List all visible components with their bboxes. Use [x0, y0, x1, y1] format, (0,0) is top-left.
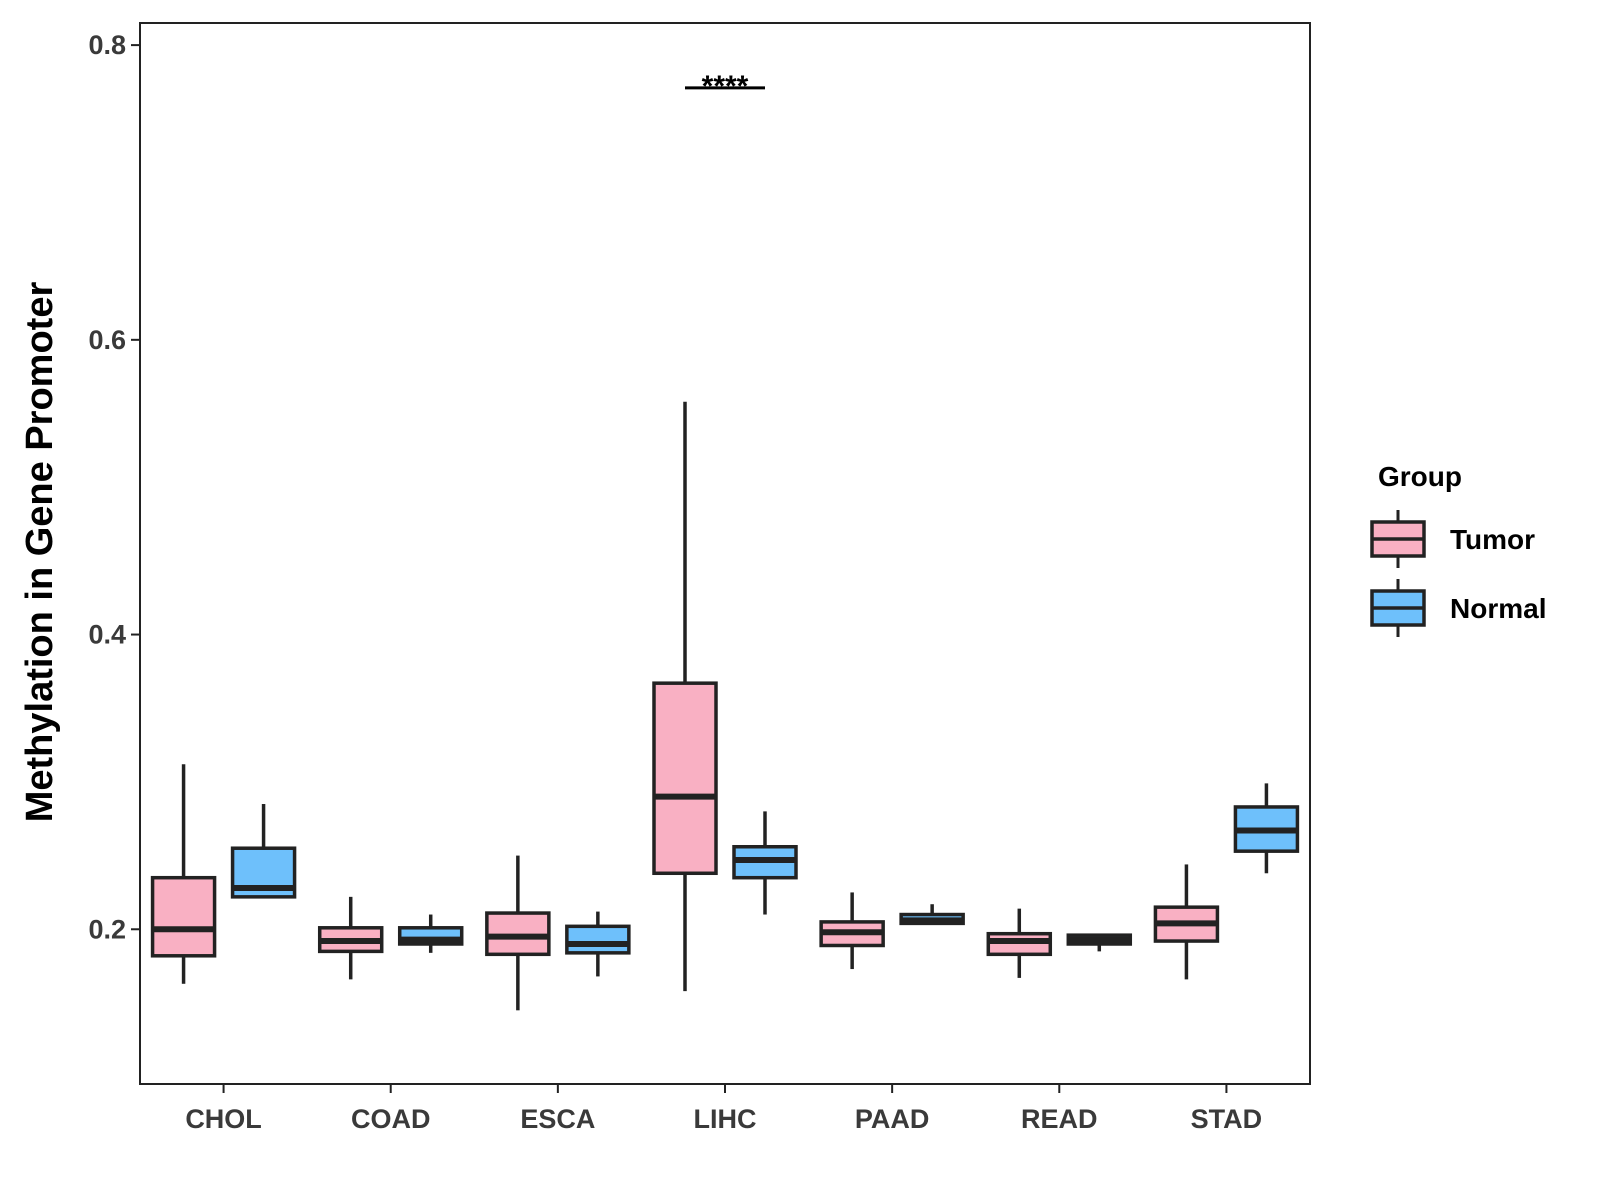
- legend-item-tumor: Tumor: [1370, 510, 1535, 568]
- box-tumor-coad: [317, 896, 384, 980]
- significance-label: ****: [702, 70, 749, 103]
- x-tick-label-paad: PAAD: [855, 1104, 930, 1134]
- box-normal-chol: [230, 804, 297, 899]
- legend-label: Tumor: [1450, 524, 1535, 555]
- x-tick-label-esca: ESCA: [520, 1104, 595, 1134]
- y-axis: 0.2 0.4 0.6 0.8: [88, 30, 140, 944]
- box-tumor-esca: [485, 855, 551, 1011]
- box-body: [565, 924, 631, 955]
- legend: Group Tumor Normal: [1370, 461, 1546, 637]
- y-tick-label: 0.8: [88, 30, 126, 60]
- y-tick-label: 0.6: [88, 325, 126, 355]
- plot-panel: [139, 22, 1311, 1085]
- significance-annotations: ****: [685, 70, 765, 103]
- box-body: [150, 875, 217, 958]
- y-axis-title: Methylation in Gene Promoter: [19, 282, 61, 823]
- box-tumor-chol: [150, 764, 217, 984]
- legend-label: Normal: [1450, 593, 1546, 624]
- y-tick-label: 0.4: [88, 620, 126, 650]
- box-normal-stad: [1233, 783, 1300, 874]
- x-tick-label-chol: CHOL: [185, 1104, 262, 1134]
- box-tumor-paad: [819, 892, 885, 970]
- box-tumor-stad: [1153, 864, 1220, 980]
- y-tick-label: 0.2: [88, 914, 126, 944]
- x-tick-label-stad: STAD: [1191, 1104, 1263, 1134]
- box-tumor-read: [986, 908, 1053, 978]
- x-tick-label-lihc: LIHC: [694, 1104, 757, 1134]
- x-axis: CHOL COAD ESCA LIHC PAAD READ STAD: [185, 1084, 1262, 1134]
- box-tumor-lihc: [652, 401, 718, 992]
- box-normal-coad: [397, 914, 464, 953]
- legend-title: Group: [1378, 461, 1462, 492]
- box-groups: [150, 401, 1300, 1011]
- box-body: [652, 681, 718, 876]
- x-tick-label-read: READ: [1021, 1104, 1098, 1134]
- legend-item-normal: Normal: [1370, 579, 1546, 637]
- box-normal-lihc: [732, 811, 798, 915]
- x-tick-label-coad: COAD: [351, 1104, 431, 1134]
- box-normal-read: [1066, 933, 1133, 952]
- box-normal-paad: [899, 904, 965, 926]
- box-normal-esca: [565, 911, 631, 977]
